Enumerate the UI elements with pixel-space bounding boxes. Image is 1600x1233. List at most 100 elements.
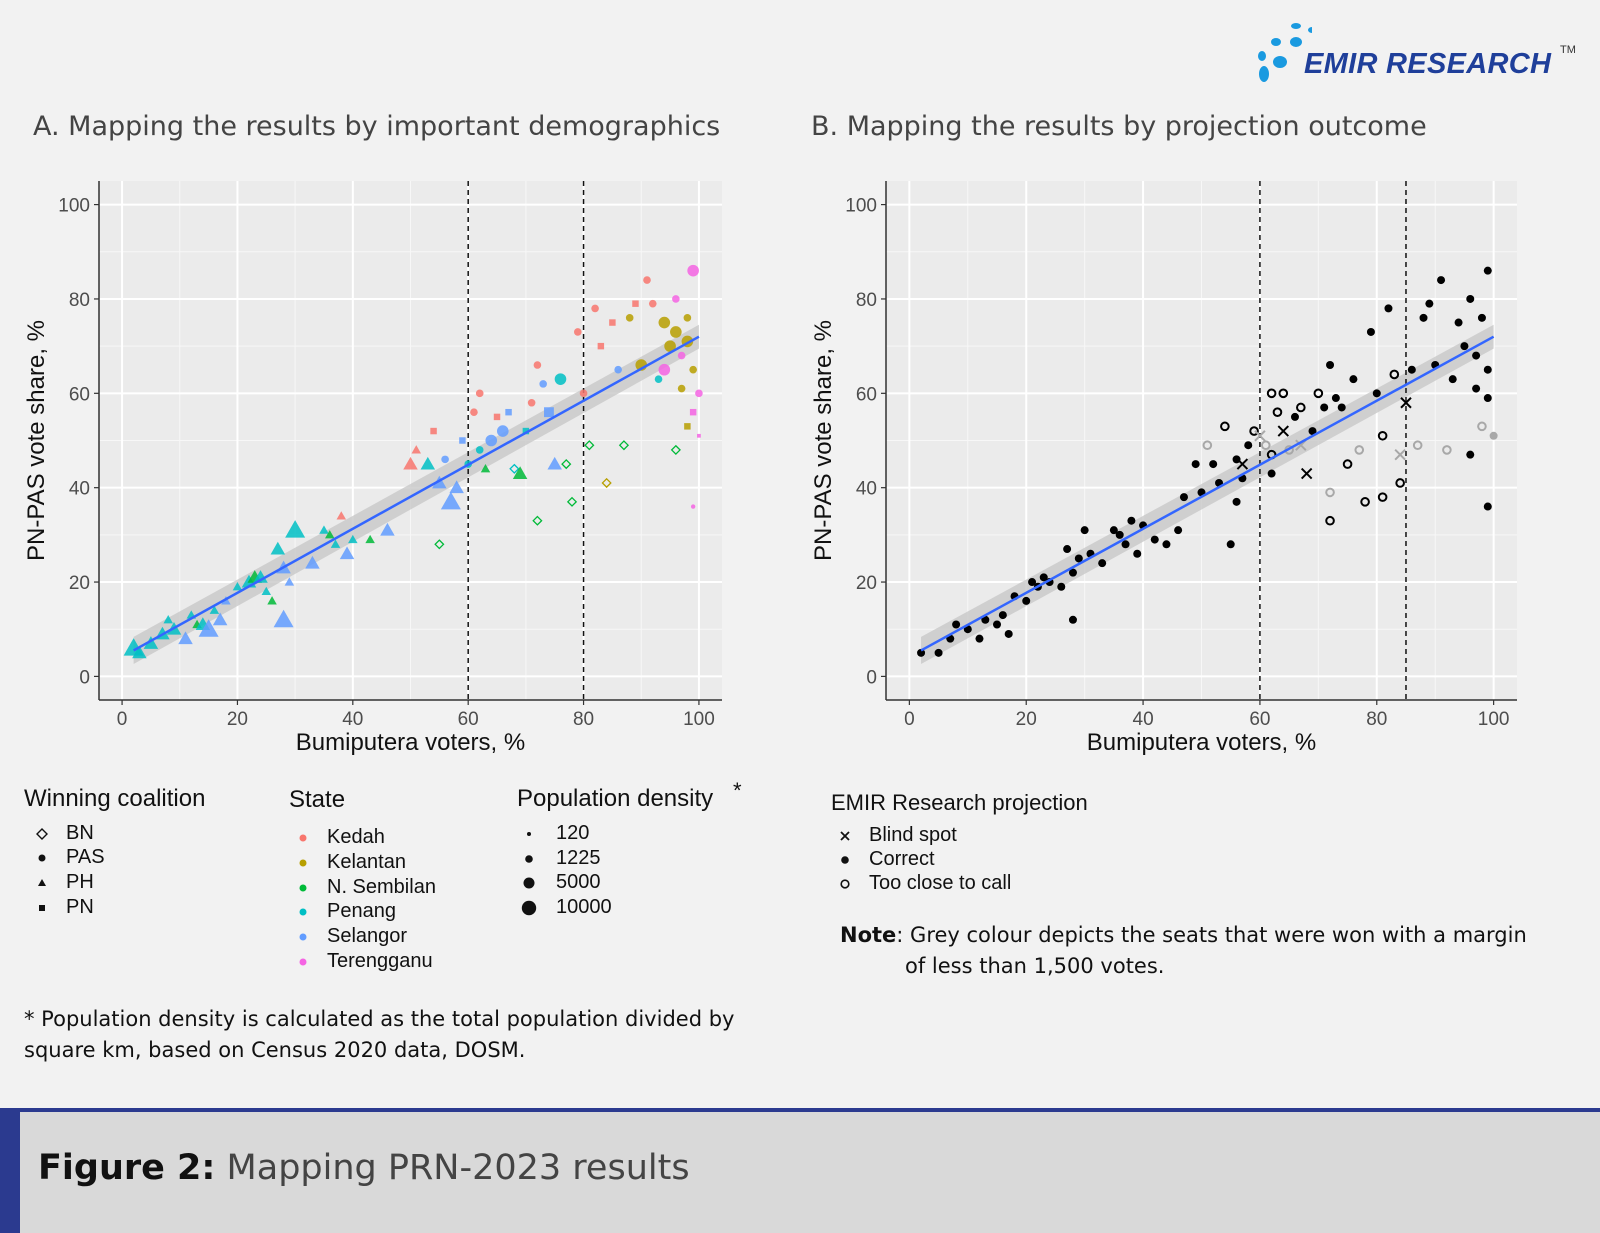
data-point xyxy=(658,363,671,376)
y-tick-label: 80 xyxy=(69,290,90,311)
data-point xyxy=(547,456,562,470)
x-tick-label: 20 xyxy=(227,709,248,730)
data-point xyxy=(1028,578,1037,587)
legend-density-1225: 1225 xyxy=(556,847,601,869)
y-axis-title: PN-PAS vote share, % xyxy=(23,320,50,561)
data-point xyxy=(690,504,696,509)
trend-line xyxy=(920,335,1495,652)
data-point xyxy=(1477,421,1487,432)
data-point xyxy=(273,609,294,628)
x-tick-label: 40 xyxy=(1133,709,1154,730)
data-point xyxy=(1290,412,1299,421)
data-point xyxy=(1437,276,1446,285)
data-point xyxy=(380,522,395,536)
y-tick-label: 20 xyxy=(856,573,877,594)
data-point xyxy=(1150,535,1159,544)
legend-state-swatch xyxy=(295,880,311,896)
data-point xyxy=(1127,516,1136,525)
data-point xyxy=(1483,266,1492,275)
ring-icon xyxy=(840,879,850,889)
data-point xyxy=(430,427,437,435)
density-footnote-star: * xyxy=(733,778,742,803)
data-point xyxy=(1448,375,1457,384)
legend-state-swatch xyxy=(295,929,311,945)
data-point xyxy=(470,408,478,416)
legend-coalition-pn: PN xyxy=(66,896,94,918)
chart-b: 0 20 40 60 80 100 0 20 40 60 80 100 Bumiputera voter… xyxy=(810,181,1517,756)
data-point xyxy=(1236,458,1249,470)
data-point xyxy=(267,596,277,605)
data-point xyxy=(1254,430,1266,442)
y-tick-label: 20 xyxy=(69,573,90,594)
data-point xyxy=(365,534,375,544)
data-point xyxy=(1267,469,1276,478)
legend-state-swatch xyxy=(295,830,311,846)
x-tick-label: 100 xyxy=(1478,709,1510,730)
data-point xyxy=(1326,361,1335,370)
logo-dots-icon xyxy=(1258,23,1312,82)
y-tick-label: 80 xyxy=(856,290,877,311)
data-point xyxy=(209,605,220,614)
data-point xyxy=(1004,629,1013,638)
note-text: : Grey colour depicts the seats that wer… xyxy=(896,923,1527,947)
data-point xyxy=(420,456,436,470)
data-point xyxy=(1308,427,1317,436)
data-point xyxy=(178,631,193,645)
data-point xyxy=(1472,351,1481,360)
y-tick-label: 100 xyxy=(58,196,90,217)
data-point xyxy=(689,408,697,416)
data-point xyxy=(336,511,347,520)
data-point xyxy=(403,456,418,470)
data-point xyxy=(664,340,676,352)
legend-projection-title: EMIR Research projection xyxy=(831,790,1088,815)
data-point xyxy=(1260,440,1271,451)
caption-accent-bar xyxy=(0,1112,20,1233)
data-point xyxy=(1074,554,1083,563)
data-point xyxy=(1442,445,1452,455)
data-point xyxy=(1454,318,1463,327)
data-point xyxy=(1395,478,1405,488)
legend-state-swatch xyxy=(295,855,311,871)
emir-research-logo: EMIR RESEARCH TM xyxy=(1252,18,1582,88)
data-point xyxy=(998,611,1007,620)
data-point xyxy=(689,365,697,374)
figure-number: Figure 2: xyxy=(38,1148,216,1188)
data-point xyxy=(163,615,173,624)
data-point xyxy=(198,619,219,637)
legend-state-n-sembilan: N. Sembilan xyxy=(327,875,436,898)
data-point xyxy=(1331,394,1340,403)
x-axis-title: Bumiputera voters, % xyxy=(1087,729,1316,756)
data-point xyxy=(684,423,691,430)
data-point xyxy=(232,582,243,591)
density-dot-icon xyxy=(523,877,535,889)
data-point xyxy=(1266,388,1277,399)
legend-density-title: Population density xyxy=(517,785,714,812)
legend-state-swatch xyxy=(295,904,311,920)
panel-b-title: B. Mapping the results by projection out… xyxy=(811,111,1427,142)
data-point xyxy=(324,530,335,539)
data-point xyxy=(648,299,657,308)
y-tick-label: 100 xyxy=(845,196,877,217)
data-point xyxy=(509,463,520,474)
data-point xyxy=(1296,402,1306,413)
logo-text: EMIR RESEARCH xyxy=(1304,48,1552,80)
footnote-line-2: square km, based on Census 2020 data, DO… xyxy=(24,1038,526,1062)
legend-coalition-title: Winning coalition xyxy=(24,785,206,812)
data-point xyxy=(1360,497,1370,507)
x-tick-label: 0 xyxy=(904,709,915,730)
data-point xyxy=(1226,540,1235,549)
data-point xyxy=(1313,388,1324,399)
y-tick-label: 60 xyxy=(856,384,877,405)
data-point xyxy=(475,446,484,454)
data-point xyxy=(975,634,984,643)
legend-density-120: 120 xyxy=(556,822,590,844)
data-point xyxy=(601,477,612,489)
data-point xyxy=(1202,440,1213,451)
data-point xyxy=(1377,492,1388,502)
data-point xyxy=(1472,384,1481,393)
data-point xyxy=(285,520,306,538)
data-point xyxy=(654,375,663,383)
data-point xyxy=(459,437,466,444)
data-point xyxy=(695,389,703,398)
data-point xyxy=(539,380,547,388)
